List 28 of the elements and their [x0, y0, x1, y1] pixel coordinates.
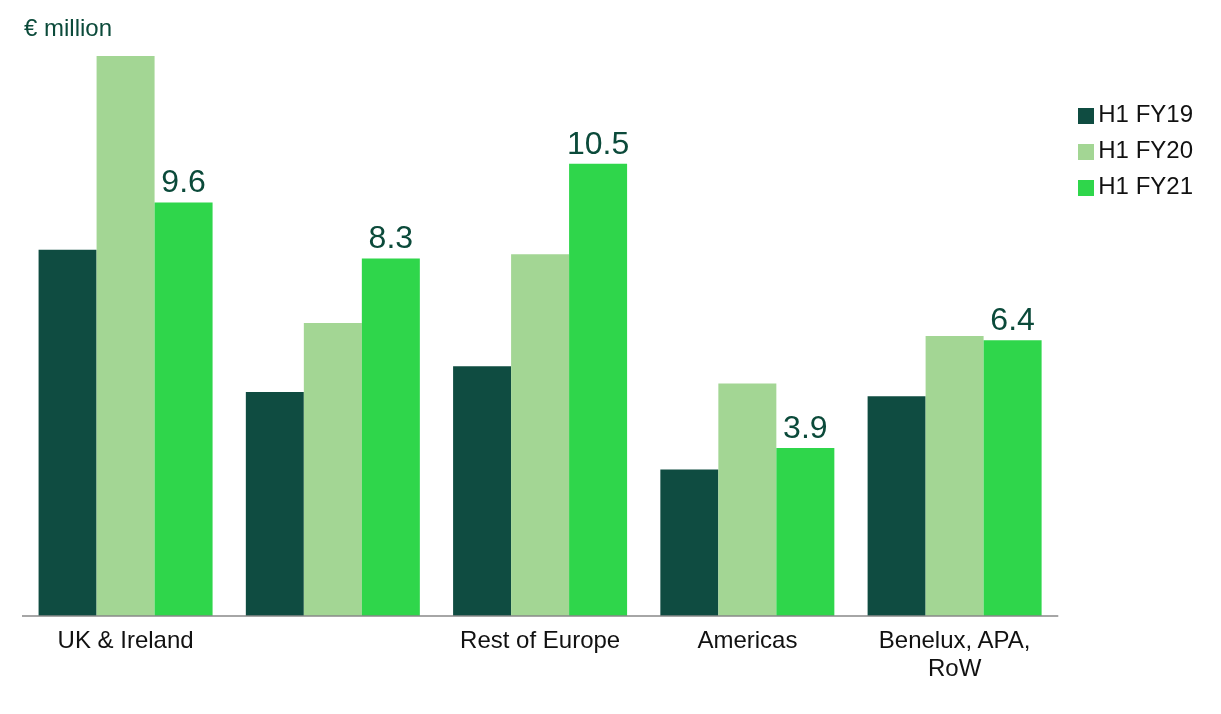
x-tick-label: Benelux, APA, RoW — [878, 626, 1031, 681]
data-label: 3.9 — [783, 409, 828, 445]
data-label: 10.5 — [566, 124, 630, 161]
x-tick-label: Rest of Europe — [460, 626, 621, 653]
bar — [925, 336, 984, 616]
x-tick-label: UK & Ireland — [57, 626, 194, 653]
bar — [569, 163, 628, 616]
data-label: 9.6 — [161, 163, 206, 200]
bar — [718, 383, 777, 616]
bar — [660, 469, 719, 616]
legend-label: H1 FY19 — [1098, 100, 1193, 127]
bar — [361, 258, 420, 616]
bar — [245, 392, 304, 616]
bar — [983, 340, 1042, 616]
bar — [453, 366, 512, 616]
data-label: 6.4 — [990, 301, 1035, 338]
bar — [511, 254, 570, 616]
bar — [303, 323, 362, 616]
legend-label: H1 FY21 — [1098, 172, 1193, 199]
legend-label: H1 FY20 — [1098, 136, 1193, 163]
data-label: 8.3 — [368, 219, 414, 256]
bar — [38, 249, 97, 616]
bar — [154, 202, 213, 616]
y-axis-title: € million — [24, 14, 113, 42]
bar — [776, 448, 835, 616]
x-tick-label: Americas — [697, 626, 798, 653]
bar — [867, 396, 926, 616]
bar — [96, 56, 155, 616]
